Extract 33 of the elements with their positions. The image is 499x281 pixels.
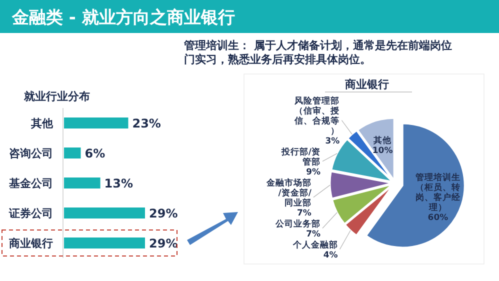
data-label: 29% [149, 236, 178, 250]
bar [64, 208, 145, 218]
y-tick-label: 咨询公司 [9, 147, 53, 160]
data-label: 4% [323, 250, 338, 260]
data-label: 9% [306, 167, 321, 178]
data-label: 60% [428, 212, 449, 223]
slice-label: 风险管理部（信审、授信、合规等） [294, 95, 340, 136]
y-tick-label: 基金公司 [8, 177, 53, 190]
data-label: 7% [297, 208, 312, 218]
data-label: 13% [104, 176, 134, 190]
bar [64, 238, 145, 248]
data-label: 7% [306, 229, 321, 240]
data-label: 3% [325, 136, 340, 146]
text: 金融类 - 就业方向之商业银行 [11, 8, 235, 28]
data-label: 10% [372, 146, 394, 156]
chart-title: 就业行业分布 [23, 90, 90, 103]
data-label: 23% [132, 116, 161, 130]
bar [64, 118, 128, 128]
slice-label: 公司业务部 [274, 218, 321, 230]
y-tick-label: 商业银行 [8, 237, 53, 250]
chart-title: 商业银行 [344, 78, 389, 91]
slice-label: 投行部/资管部 [280, 146, 321, 168]
y-tick-label: 证券公司 [8, 207, 53, 220]
bar [64, 178, 100, 188]
slice-label: 个人金融部 [292, 239, 338, 250]
slice-label: 其他 [372, 134, 393, 146]
bar [64, 148, 81, 158]
y-tick-label: 其他 [30, 117, 54, 130]
text: 管理培训生： 属于人才储备计划，通常是先在前端岗位门实习，熟悉业务后再安排具体岗位。 [183, 39, 452, 66]
data-label: 6% [84, 146, 106, 160]
slice-label: 金融市场部/资金部/同业部 [265, 177, 312, 208]
data-label: 29% [149, 206, 178, 220]
slice-label: 管理培训生（柜员、转岗、客户经理） [414, 172, 462, 213]
